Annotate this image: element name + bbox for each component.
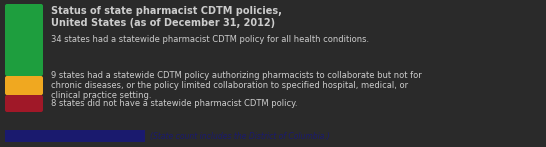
FancyBboxPatch shape <box>5 95 43 112</box>
Text: 9 states had a statewide CDTM policy authorizing pharmacists to collaborate but : 9 states had a statewide CDTM policy aut… <box>51 71 422 100</box>
FancyBboxPatch shape <box>5 130 145 142</box>
FancyBboxPatch shape <box>5 4 43 76</box>
Text: 34 states had a statewide pharmacist CDTM policy for all health conditions.: 34 states had a statewide pharmacist CDT… <box>51 35 369 45</box>
FancyBboxPatch shape <box>5 76 43 95</box>
Text: Status of state pharmacist CDTM policies,
United States (as of December 31, 2012: Status of state pharmacist CDTM policies… <box>51 6 282 28</box>
Text: 8 states did not have a statewide pharmacist CDTM policy.: 8 states did not have a statewide pharma… <box>51 99 298 108</box>
Text: (State count includes the District of Columbia.): (State count includes the District of Co… <box>150 132 330 141</box>
